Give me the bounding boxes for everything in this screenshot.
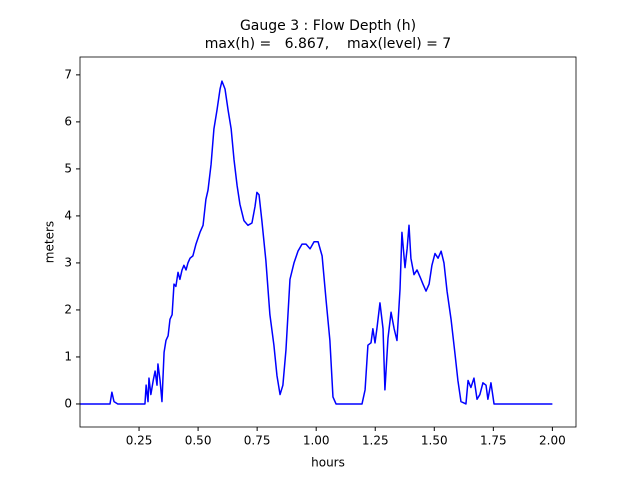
x-axis-label: hours (311, 456, 345, 470)
y-axis-label: meters (43, 221, 57, 263)
y-tick-label: 3 (64, 255, 72, 269)
y-tick-label: 5 (64, 161, 72, 175)
y-tick-label: 1 (64, 349, 72, 363)
x-tick-label: 0.75 (244, 434, 271, 448)
y-tick-label: 4 (64, 208, 72, 222)
x-tick-label: 1.25 (362, 434, 389, 448)
data-line (80, 80, 553, 405)
x-tick-label: 2.00 (539, 434, 566, 448)
chart-title: Gauge 3 : Flow Depth (h) (240, 18, 416, 34)
x-tick-label: 0.50 (185, 434, 212, 448)
x-tick-label: 1.50 (421, 434, 448, 448)
plot-frame (79, 56, 577, 428)
y-tick-label: 2 (64, 302, 72, 316)
x-tick-label: 1.75 (480, 434, 507, 448)
x-tick-label: 0.25 (126, 434, 153, 448)
y-tick-label: 7 (64, 67, 72, 81)
x-tick-label: 1.00 (303, 434, 330, 448)
y-tick-label: 6 (64, 114, 72, 128)
chart-subtitle: max(h) = 6.867, max(level) = 7 (205, 36, 451, 52)
y-tick-label: 0 (64, 396, 72, 410)
